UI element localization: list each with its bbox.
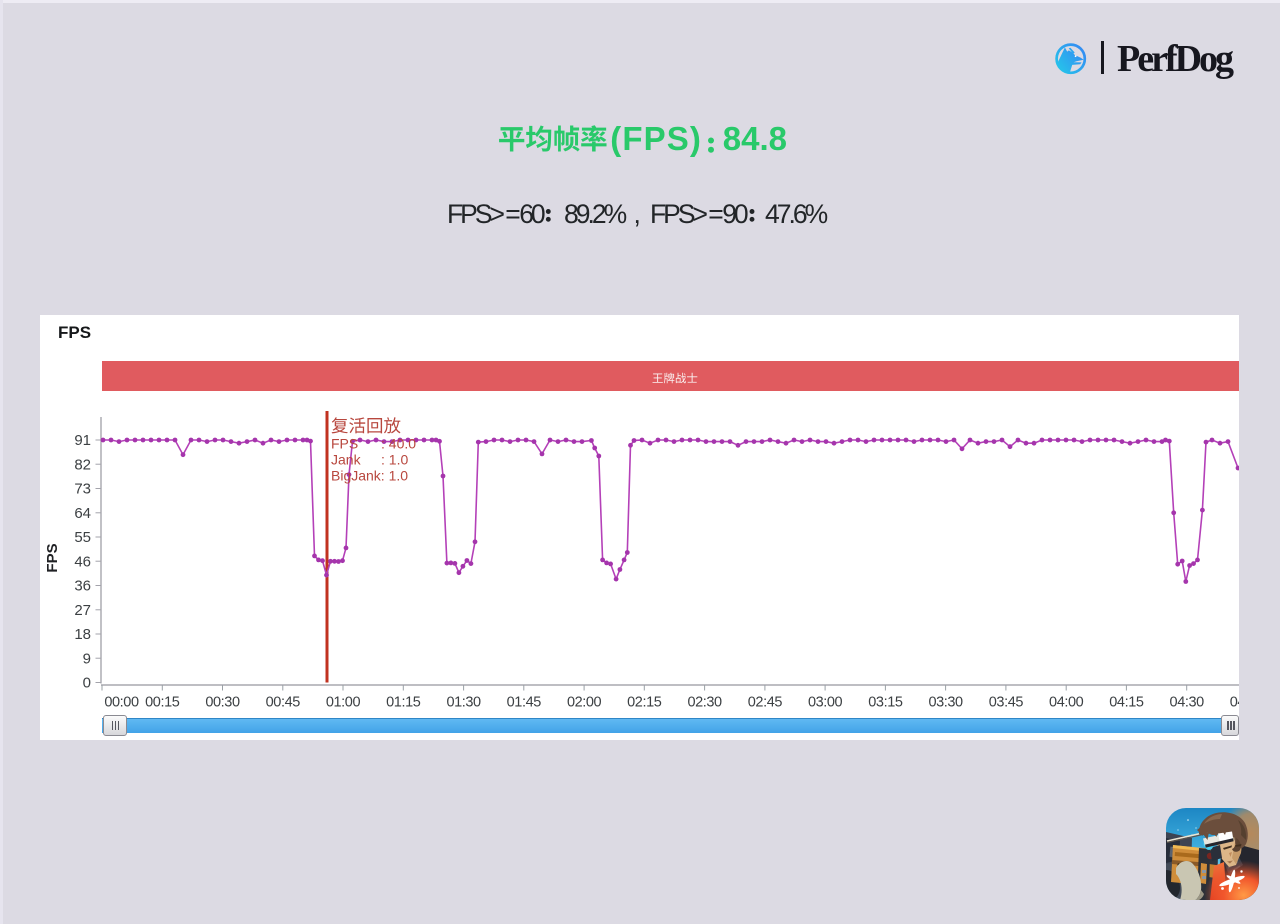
svg-text:89.2%: 89.2% [564, 199, 627, 229]
svg-text:00:30: 00:30 [205, 695, 240, 711]
svg-text:03:00: 03:00 [808, 695, 843, 711]
svg-text:27: 27 [74, 602, 91, 619]
svg-text:FPS: FPS [44, 543, 61, 572]
svg-text:64: 64 [74, 505, 91, 522]
svg-text:18: 18 [74, 626, 91, 643]
svg-text:00:15: 00:15 [145, 695, 180, 711]
svg-text:9: 9 [83, 650, 91, 667]
svg-text:01:45: 01:45 [507, 695, 542, 711]
svg-text:03:15: 03:15 [868, 695, 903, 711]
svg-text:FPS: FPS [331, 436, 358, 452]
svg-text:82: 82 [74, 456, 91, 473]
svg-text:04:00: 04:00 [1049, 695, 1084, 711]
svg-text:91: 91 [74, 432, 91, 449]
svg-text:: 40.0: : 40.0 [381, 436, 416, 452]
svg-text:FPS>=90: FPS> =90 [650, 199, 748, 229]
svg-text:04:30: 04:30 [1170, 695, 1205, 711]
svg-text:36: 36 [74, 578, 91, 595]
svg-text:84.8: 84.8 [723, 120, 787, 157]
svg-text:03:45: 03:45 [989, 695, 1024, 711]
svg-text:02:15: 02:15 [627, 695, 662, 711]
svg-text:47.6%: 47.6% [765, 199, 828, 229]
svg-text:02:30: 02:30 [687, 695, 722, 711]
svg-text:(FPS): (FPS) [610, 120, 702, 157]
svg-text:01:00: 01:00 [326, 695, 361, 711]
svg-text:BigJank: 1.0: BigJank: 1.0 [331, 468, 408, 484]
svg-text:55: 55 [74, 529, 91, 546]
svg-text:04:15: 04:15 [1109, 695, 1144, 711]
svg-text:Jank: Jank [331, 452, 362, 468]
svg-text:00:00: 00:00 [104, 695, 139, 711]
svg-text:: 1.0: : 1.0 [381, 452, 408, 468]
svg-text:46: 46 [74, 553, 91, 570]
svg-text:04:45: 04:45 [1230, 695, 1239, 711]
svg-text:02:00: 02:00 [567, 695, 602, 711]
svg-text:73: 73 [74, 481, 91, 498]
svg-text:02:45: 02:45 [748, 695, 783, 711]
svg-text:00:45: 00:45 [266, 695, 301, 711]
svg-text:FPS>=60: FPS> =60 [447, 199, 545, 229]
svg-text:01:30: 01:30 [446, 695, 481, 711]
svg-text:01:15: 01:15 [386, 695, 421, 711]
svg-text:,: , [634, 199, 639, 229]
svg-text:03:30: 03:30 [928, 695, 963, 711]
svg-text:0: 0 [83, 675, 91, 692]
